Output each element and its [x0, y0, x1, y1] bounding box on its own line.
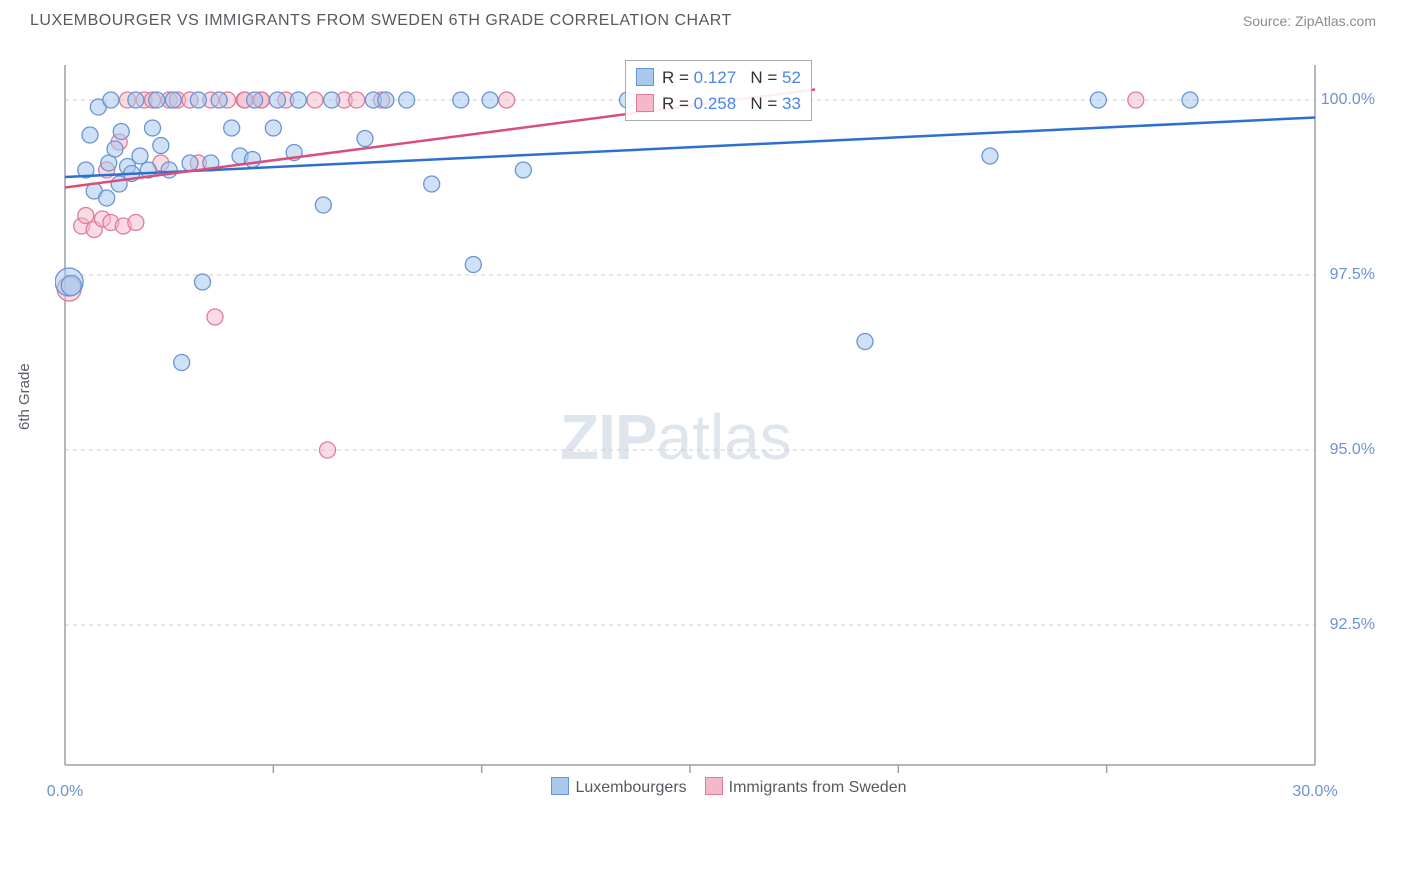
source-attribution: Source: ZipAtlas.com — [1243, 13, 1376, 29]
y-tick-label: 92.5% — [1330, 616, 1375, 634]
stat-row: R = 0.127 N = 52 — [636, 65, 801, 91]
correlation-stats-box: R = 0.127 N = 52R = 0.258 N = 33 — [625, 60, 812, 121]
scatter-chart — [55, 55, 1385, 805]
legend-label: Luxembourgers — [575, 779, 686, 796]
legend: Luxembourgers Immigrants from Sweden — [55, 777, 1385, 797]
y-tick-label: 100.0% — [1321, 91, 1375, 109]
legend-swatch — [551, 777, 569, 795]
legend-label: Immigrants from Sweden — [729, 779, 907, 796]
chart-title: LUXEMBOURGER VS IMMIGRANTS FROM SWEDEN 6… — [30, 12, 732, 30]
chart-area: 92.5%95.0%97.5%100.0%0.0%30.0%R = 0.127 … — [55, 55, 1385, 805]
title-bar: LUXEMBOURGER VS IMMIGRANTS FROM SWEDEN 6… — [0, 0, 1406, 38]
legend-swatch — [705, 777, 723, 795]
y-tick-label: 97.5% — [1330, 266, 1375, 284]
y-tick-label: 95.0% — [1330, 441, 1375, 459]
y-axis-label: 6th Grade — [16, 363, 33, 430]
stat-row: R = 0.258 N = 33 — [636, 91, 801, 117]
